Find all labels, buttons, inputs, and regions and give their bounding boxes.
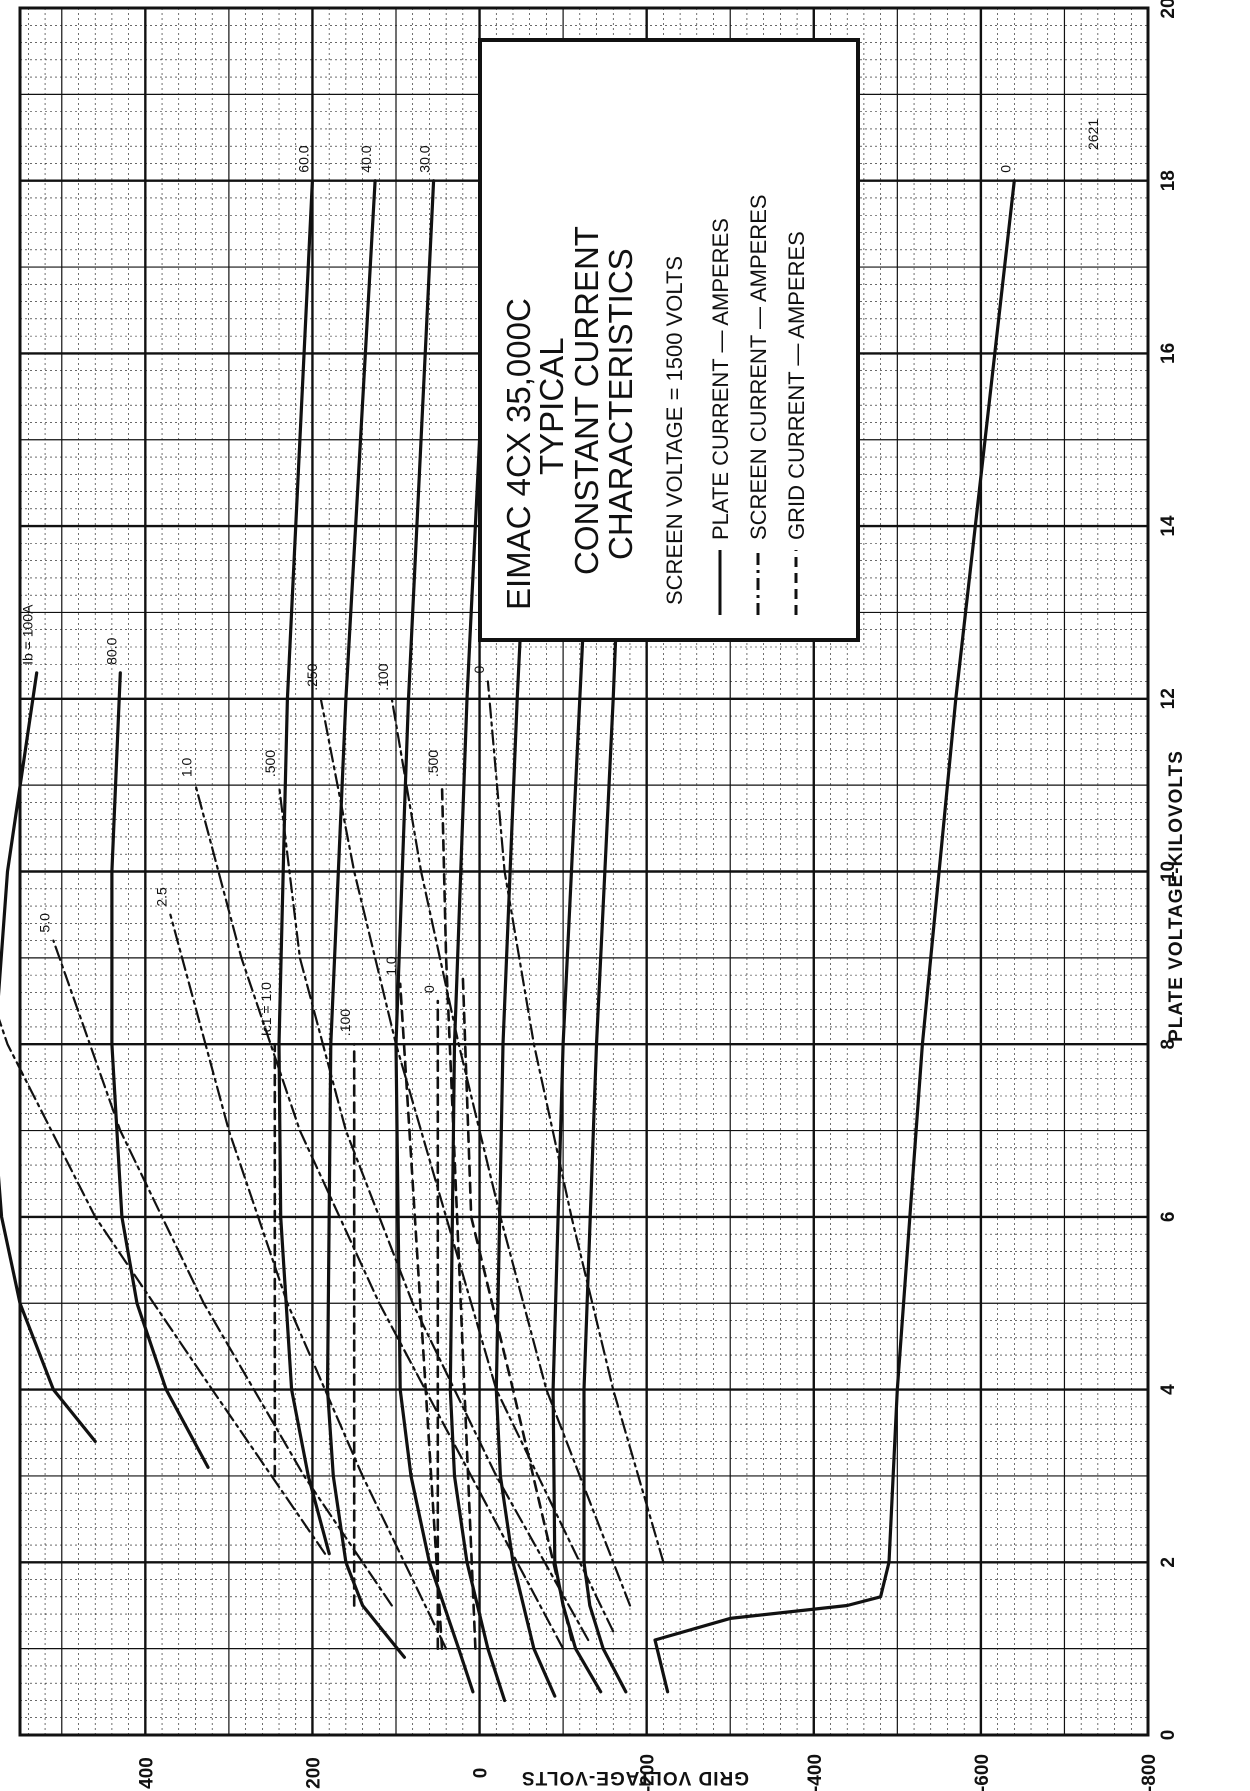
curve-screen-ic2-10a	[0, 1018, 327, 1555]
curve-screen-ic2-1a	[194, 784, 565, 1650]
plot-border	[18, 6, 1150, 1737]
curve-label: 1.0	[178, 757, 194, 777]
curve-screen-ic2-0	[486, 680, 665, 1564]
legend-item-grid: GRID CURRENT — AMPERES	[784, 231, 809, 540]
curve-label: .100	[337, 1009, 353, 1036]
curve-plate-ib-20a	[448, 179, 507, 1703]
x-tick-label: 18	[1158, 170, 1179, 191]
curve-plate-ib-40a	[325, 179, 406, 1659]
legend-item-plate: PLATE CURRENT — AMPERES	[708, 218, 733, 540]
y-tick-label: 0	[471, 1768, 492, 1779]
curve-label: 60.0	[295, 145, 311, 172]
plot-frame	[18, 6, 1150, 1737]
curve-grid-ic1-1-0a-b	[398, 982, 444, 1650]
curve-label: 0	[421, 985, 437, 993]
curve-plate-ib-30a	[394, 179, 475, 1694]
curve-label: 30.0	[417, 145, 433, 172]
curve-label: .500	[425, 750, 441, 777]
y-tick-label: -200	[638, 1754, 659, 1791]
curve-plate-ib-60a	[277, 179, 331, 1556]
curve-label: 40.0	[358, 145, 374, 172]
curve-label: 0	[471, 666, 487, 674]
curve-screen-ic2-0-1a	[390, 697, 632, 1607]
chart-title-line-4: CHARACTERISTICS	[602, 248, 639, 560]
x-tick-label: 10	[1158, 861, 1179, 882]
curve-label: 0	[997, 165, 1013, 173]
curve-plate-ib-4a	[551, 179, 607, 1694]
chart-title-line-2: TYPICAL	[533, 337, 570, 475]
legend-box: EIMAC 4CX 35,000C TYPICAL CONSTANT CURRE…	[478, 38, 860, 642]
legend-item-screen: SCREEN CURRENT — AMPERES	[746, 194, 771, 540]
y-tick-label: 400	[136, 1757, 157, 1789]
x-tick-label: 14	[1158, 515, 1179, 537]
curve-plate-ib-100a	[0, 671, 97, 1443]
x-tick-label: 16	[1158, 343, 1179, 364]
y-tick-label: 200	[303, 1757, 324, 1789]
curve-grid-ic1-0-5a	[440, 783, 477, 1650]
curve-screen-ic2-0-25a	[319, 697, 615, 1633]
curve-label: 1.0	[383, 956, 399, 976]
curve-label: .250	[304, 663, 320, 690]
curve-screen-ic2-2-5a	[169, 913, 448, 1650]
curve-layer: Ib = 100A80.060.040.030.020.010.04.01.00…	[0, 145, 1016, 1703]
y-tick-label: -800	[1139, 1754, 1160, 1791]
curve-label: 80.0	[103, 637, 119, 664]
x-tick-label: 8	[1158, 1039, 1179, 1050]
curve-label: 2.5	[153, 887, 169, 907]
curve-plate-ib-0	[653, 179, 1016, 1694]
curve-plate-ib-80a	[110, 671, 210, 1469]
x-tick-label: 4	[1158, 1384, 1179, 1395]
chart-title-line-1: EIMAC 4CX 35,000C	[500, 298, 537, 610]
curve-plate-ib-1a	[582, 179, 636, 1694]
chart-subtitle: SCREEN VOLTAGE = 1500 VOLTS	[662, 256, 687, 605]
tick-labels: 0 2 4 6 8 10 12 14 16 18 20 -800 -600 -400 -200 0 200 400	[136, 0, 1179, 1791]
curve-label: .100	[375, 663, 391, 690]
curve-grid-ic1-0-25a-low	[461, 973, 573, 1642]
curve-label: Ic1 = 1.0	[258, 982, 274, 1036]
x-tick-label: 2	[1158, 1557, 1179, 1568]
curve-screen-ic2-5a	[52, 939, 393, 1607]
curve-label: 5.0	[36, 913, 52, 933]
curve-screen-ic2-0-5a	[277, 784, 590, 1642]
curve-plate-ib-10a	[494, 179, 557, 1698]
x-tick-label: 0	[1158, 1730, 1179, 1741]
x-tick-label: 20	[1158, 0, 1179, 19]
y-axis-title: GRID VOLTAGE-VOLTS	[521, 1767, 749, 1788]
y-tick-label: -400	[805, 1754, 826, 1791]
curve-label: Ib = 100A	[20, 604, 36, 665]
curve-label: .500	[262, 750, 278, 777]
x-axis-title: PLATE VOLTAGE-KILOVOLTS	[1166, 750, 1187, 1042]
code-label: 2621	[1085, 119, 1101, 150]
x-tick-label: 6	[1158, 1212, 1179, 1223]
chart-title-line-3: CONSTANT CURRENT	[568, 226, 605, 575]
x-tick-label: 12	[1158, 688, 1179, 709]
y-tick-label: -600	[972, 1754, 993, 1791]
